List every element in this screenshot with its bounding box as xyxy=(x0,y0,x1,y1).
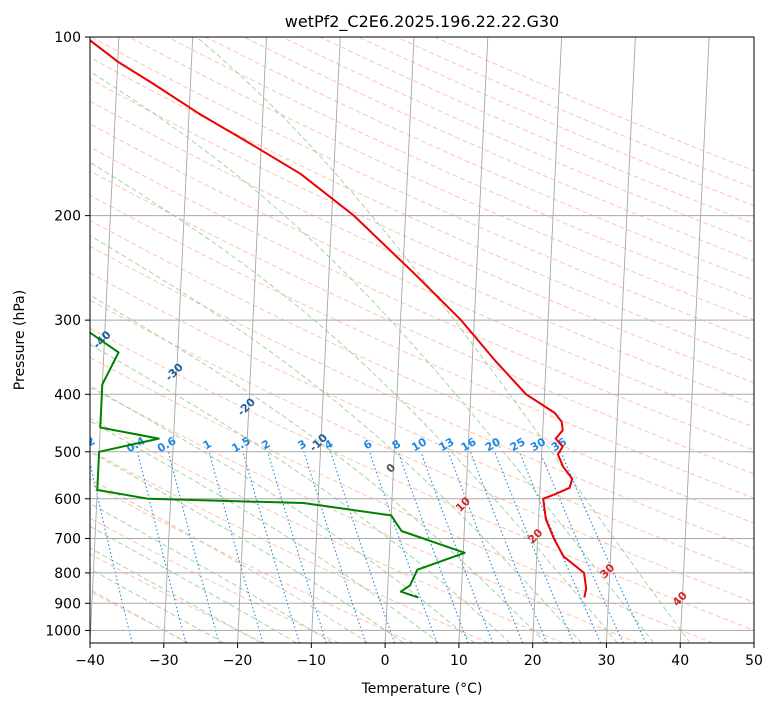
moist-adiabat xyxy=(90,502,333,643)
plot-background xyxy=(90,37,754,643)
dry-adiabat xyxy=(90,356,713,643)
x-tick-label: −10 xyxy=(297,653,327,669)
dry-adiabat xyxy=(90,78,754,384)
isotherm-line xyxy=(237,37,267,643)
isotherm-line xyxy=(458,37,489,643)
chart-title: wetPf2_C2E6.2025.196.22.22.G30 xyxy=(285,12,559,32)
y-tick-label: 900 xyxy=(54,596,81,612)
isotherm-line xyxy=(679,37,710,643)
moist-adiabat xyxy=(90,525,297,643)
isotherm-line xyxy=(532,37,563,643)
isotherm-lines xyxy=(90,37,754,643)
mixing-ratio-line xyxy=(303,451,367,643)
moist-adiabat xyxy=(90,294,546,643)
dewpoint-profile-line xyxy=(90,330,466,599)
x-tick-label: 50 xyxy=(745,653,763,669)
moist-adiabats xyxy=(90,37,691,643)
mixing-ratio-line xyxy=(368,451,438,643)
y-tick-label: 600 xyxy=(54,492,81,508)
y-tick-label: 800 xyxy=(54,566,81,582)
axes: −40 −30 −20 −10 0 10 20 30 40 50 100 200 300 400 500 60… xyxy=(45,30,763,669)
isotherm-line xyxy=(753,633,754,643)
y-tick-label: 1000 xyxy=(45,623,81,639)
y-tick-label: 200 xyxy=(54,209,81,225)
y-tick-label: 700 xyxy=(54,532,81,548)
dry-adiabat xyxy=(90,100,754,406)
mixing-ratio-line xyxy=(90,460,133,643)
mixing-ratio-line xyxy=(137,451,187,643)
mixing-ratio-label: 0.1 xyxy=(27,434,50,455)
mixing-ratio-line xyxy=(420,451,494,643)
dry-adiabat xyxy=(90,299,754,603)
dry-adiabat xyxy=(90,272,754,576)
moist-adiabat xyxy=(90,235,582,643)
y-axis-label: Pressure (hPa) xyxy=(12,290,28,390)
x-tick-label: 20 xyxy=(524,653,542,669)
mixing-ratio-line xyxy=(208,451,264,643)
sounding-profiles xyxy=(90,39,588,599)
mixing-ratio-line xyxy=(494,451,575,643)
plot-frame xyxy=(89,36,755,644)
dry-adiabat xyxy=(90,386,639,643)
isotherm-line xyxy=(384,37,415,643)
isotherm-line xyxy=(163,37,194,643)
dry-adiabat xyxy=(90,37,754,341)
mixing-ratio-line xyxy=(447,451,524,643)
isotherm-line xyxy=(605,37,636,643)
moist-adiabat xyxy=(90,478,369,643)
isotherm-line xyxy=(90,37,120,643)
y-tick-label: 500 xyxy=(54,445,81,461)
dry-adiabat xyxy=(90,417,564,643)
dry-adiabat xyxy=(90,123,754,428)
dry-adiabat xyxy=(167,37,754,301)
x-tick-label: 0 xyxy=(381,653,390,669)
mixing-ratio-line xyxy=(167,451,220,643)
mixing-ratio-line xyxy=(518,451,602,643)
x-tick-label: 30 xyxy=(598,653,616,669)
dry-adiabats xyxy=(90,37,754,643)
mixing-ratio-label: 0.2 xyxy=(74,434,97,455)
moist-adiabat xyxy=(90,161,618,643)
isotherm-line xyxy=(310,37,341,643)
dry-adiabat xyxy=(129,37,754,321)
x-tick-label: 10 xyxy=(450,653,468,669)
mixing-ratio-line xyxy=(469,451,548,643)
x-tick-label: −40 xyxy=(75,653,105,669)
isopleth-labels: 0.10.20.40.611.52346810131620253036-100-… xyxy=(27,328,690,609)
dry-adiabat xyxy=(90,327,754,631)
dry-adiabat xyxy=(90,56,754,362)
dry-adiabat xyxy=(90,219,754,524)
x-axis-label: Temperature (°C) xyxy=(361,681,483,697)
y-tick-label: 300 xyxy=(54,313,81,329)
y-tick-label: 400 xyxy=(54,387,81,403)
dry-adiabat xyxy=(90,245,754,550)
moist-adiabat xyxy=(90,385,475,643)
isobar-lines xyxy=(90,37,754,631)
dry-adiabat xyxy=(90,517,339,643)
x-tick-label: −30 xyxy=(149,653,179,669)
moist-adiabat xyxy=(196,37,691,643)
mixing-ratio-line xyxy=(267,451,327,643)
mixing-ratio-line xyxy=(242,451,301,643)
dry-adiabat xyxy=(90,590,190,643)
moist-adiabat xyxy=(90,451,404,643)
y-tick-label: 100 xyxy=(54,30,81,46)
mixing-ratio-line xyxy=(397,451,469,643)
temperature-profile-line xyxy=(90,39,588,598)
x-tick-label: 40 xyxy=(671,653,689,669)
dry-adiabat xyxy=(90,449,489,643)
x-tick-label: −20 xyxy=(223,653,253,669)
